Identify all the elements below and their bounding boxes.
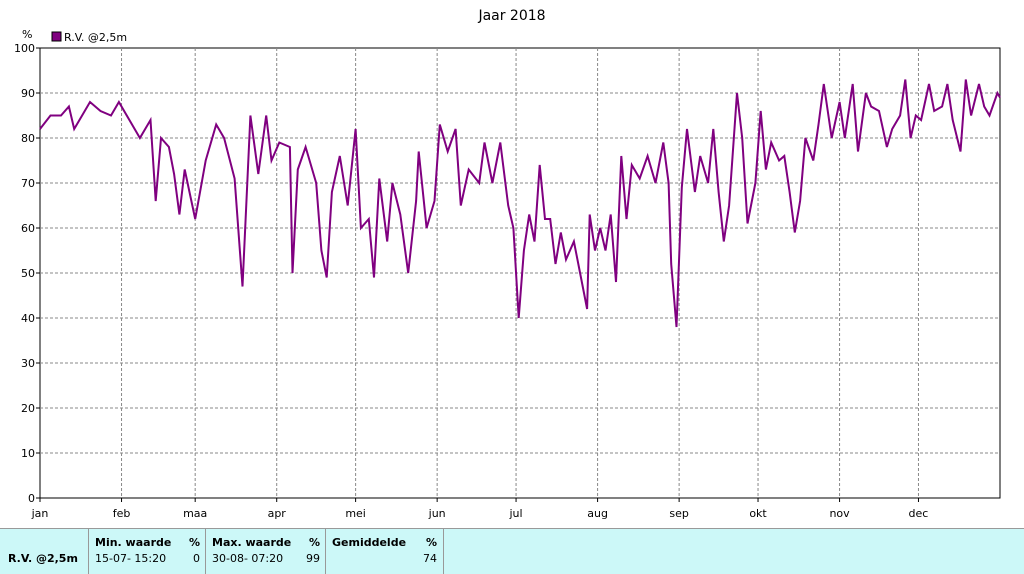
x-tick-label: feb xyxy=(113,507,131,520)
col-unit: % xyxy=(308,536,320,549)
col-time: 15-07- 15:20 xyxy=(95,552,167,565)
y-tick-label: 70 xyxy=(21,177,35,190)
x-tick-label: jun xyxy=(428,507,446,520)
y-unit: % xyxy=(22,28,32,41)
x-tick-label: jul xyxy=(509,507,523,520)
legend-swatch xyxy=(51,31,62,42)
col-time: 30-08- 07:20 xyxy=(212,552,284,565)
col-min: Min. waarde % 15-07- 15:20 0 xyxy=(88,529,206,574)
chart-title: Jaar 2018 xyxy=(477,8,545,24)
x-tick-label: dec xyxy=(909,507,929,520)
data-line xyxy=(39,79,1001,328)
col-header: Gemiddelde xyxy=(332,536,407,549)
x-tick-label: okt xyxy=(749,507,767,520)
x-tick-label: aug xyxy=(587,507,608,520)
x-tick-label: apr xyxy=(268,507,287,520)
col-value: 99 xyxy=(306,552,320,565)
x-tick-label: maa xyxy=(183,507,207,520)
x-tick-label: mei xyxy=(345,507,366,520)
x-tick-label: nov xyxy=(829,507,850,520)
y-tick-label: 80 xyxy=(21,132,35,145)
col-avg: Gemiddelde % 74 xyxy=(325,529,444,574)
col-header: Max. waarde xyxy=(212,536,292,549)
chart: Jaar 2018 % R.V. @2,5m 0 10 20 30 40 50 60 70 80… xyxy=(14,8,1001,520)
col-unit: % xyxy=(188,536,200,549)
y-tick-label: 50 xyxy=(21,267,35,280)
y-tick-label: 10 xyxy=(21,447,35,460)
stats-panel: R.V. @2,5m Min. waarde % 15-07- 15:20 0 … xyxy=(0,528,1024,574)
col-unit: % xyxy=(425,536,437,549)
col-value: 74 xyxy=(423,552,437,565)
x-tick-label: sep xyxy=(669,507,688,520)
y-tick-label: 30 xyxy=(21,357,35,370)
x-tick-label: jan xyxy=(31,507,49,520)
col-header: Min. waarde xyxy=(95,536,172,549)
legend-label: R.V. @2,5m xyxy=(64,31,127,44)
y-tick-label: 60 xyxy=(21,222,35,235)
y-tick-label: 20 xyxy=(21,402,35,415)
col-value: 0 xyxy=(193,552,200,565)
y-tick-label: 100 xyxy=(14,42,35,55)
row-label: R.V. @2,5m xyxy=(8,552,78,565)
y-tick-label: 90 xyxy=(21,87,35,100)
y-tick-label: 0 xyxy=(28,492,35,505)
col-max: Max. waarde % 30-08- 07:20 99 xyxy=(205,529,326,574)
y-tick-label: 40 xyxy=(21,312,35,325)
